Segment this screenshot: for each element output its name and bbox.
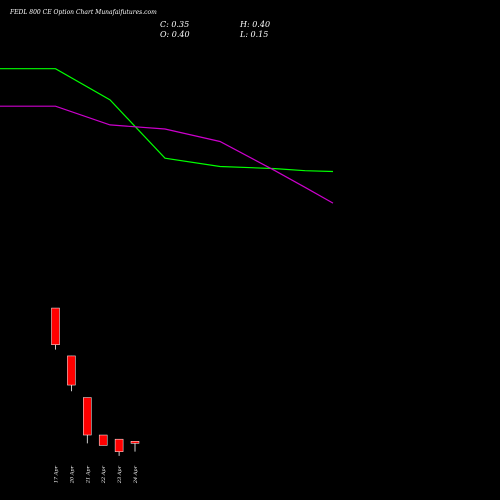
candle-21-apr xyxy=(83,397,92,444)
close-value: C: 0.35 xyxy=(160,20,190,29)
candle-23-apr xyxy=(114,438,124,456)
x-tick-label: 22 Apr xyxy=(101,465,107,484)
candle-body xyxy=(67,355,76,386)
candle-20-apr xyxy=(67,355,76,392)
moving-average-line-2 xyxy=(0,105,334,204)
moving-average-lines xyxy=(0,68,334,204)
high-value: H: 0.40 xyxy=(240,20,271,29)
open-value: O: 0.40 xyxy=(160,30,190,39)
moving-average-line-1 xyxy=(0,68,334,173)
x-tick-label: 21 Apr xyxy=(85,465,91,484)
candle-body xyxy=(83,397,92,436)
candle-body xyxy=(98,434,108,446)
candle-17-apr xyxy=(51,307,60,350)
candlesticks xyxy=(51,307,140,456)
x-tick-label: 23 Apr xyxy=(117,465,123,484)
candle-body xyxy=(130,441,140,444)
low-value: L: 0.15 xyxy=(240,30,269,39)
candle-22-apr xyxy=(98,434,108,446)
candle-body xyxy=(114,438,124,452)
x-tick-label: 20 Apr xyxy=(69,465,75,484)
x-axis-labels: 17 Apr 20 Apr 21 Apr 22 Apr 23 Apr 24 Apr xyxy=(54,465,140,484)
candle-24-apr xyxy=(130,441,140,452)
chart-title: FEDL 800 CE Option Chart Munafaifutures.… xyxy=(10,9,157,16)
x-tick-label: 17 Apr xyxy=(54,465,60,483)
candle-body xyxy=(51,307,60,345)
x-tick-label: 24 Apr xyxy=(133,465,139,484)
